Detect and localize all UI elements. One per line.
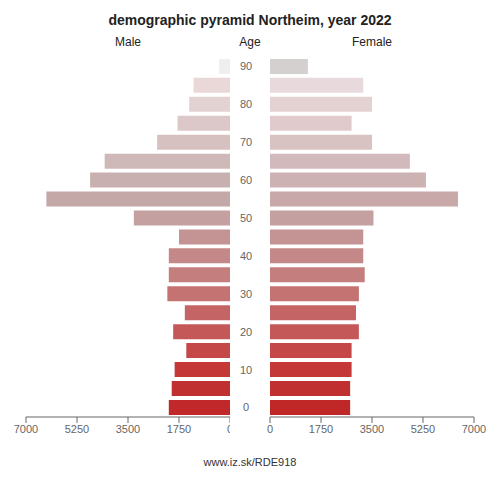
svg-text:20: 20 [240, 326, 252, 338]
svg-text:1750: 1750 [309, 423, 333, 435]
svg-text:7000: 7000 [14, 423, 38, 435]
html-text:Age: Age [239, 35, 261, 49]
svg-text:5250: 5250 [65, 423, 89, 435]
html-text:demographic pyramid Northeim,: demographic pyramid Northeim, year 2022 [108, 12, 392, 28]
svg-text:10: 10 [240, 364, 252, 376]
svg-text:3500: 3500 [116, 423, 140, 435]
svg-text:70: 70 [240, 136, 252, 148]
svg-text:1750: 1750 [167, 423, 191, 435]
svg-text:5250: 5250 [411, 423, 435, 435]
svg-text:7000: 7000 [462, 423, 486, 435]
svg-text:90: 90 [240, 60, 252, 72]
svg-text:0: 0 [227, 423, 230, 435]
html-text:Male: Male [115, 35, 141, 49]
svg-text:30: 30 [240, 288, 252, 300]
svg-text:0: 0 [267, 423, 273, 435]
html-text:www.iz.sk/RDE918: www.iz.sk/RDE918 [203, 456, 297, 468]
svg-text:3500: 3500 [360, 423, 384, 435]
svg-text:80: 80 [240, 98, 252, 110]
svg-text:40: 40 [240, 250, 252, 262]
svg-text:50: 50 [240, 212, 252, 224]
svg-text:60: 60 [240, 174, 252, 186]
html-text:Female: Female [352, 35, 392, 49]
svg-text:0: 0 [243, 401, 249, 413]
